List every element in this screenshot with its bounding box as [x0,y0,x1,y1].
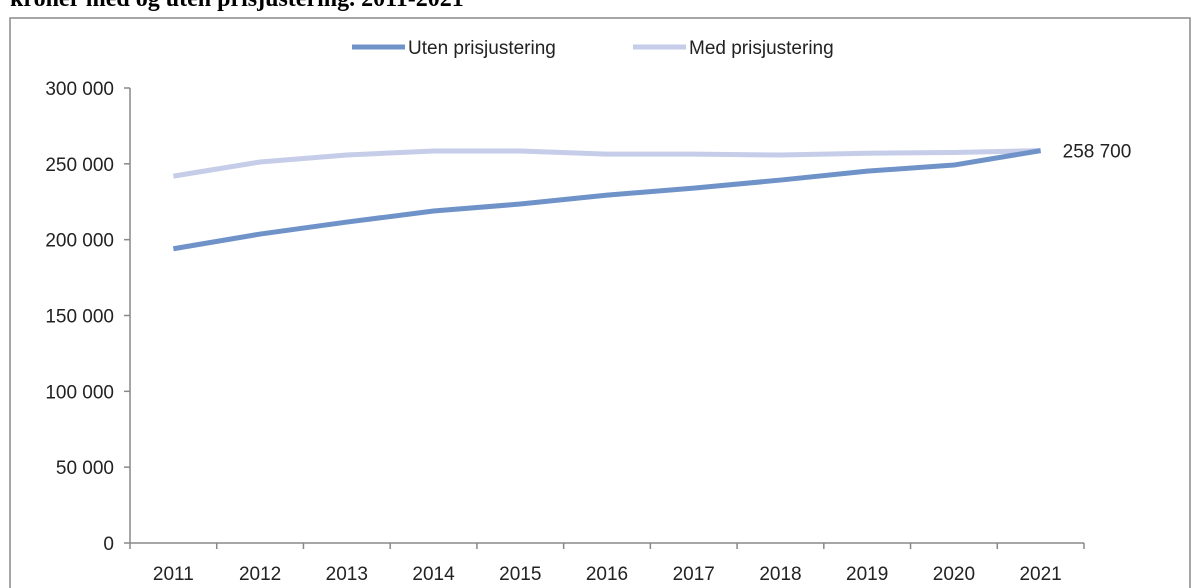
y-tick-label: 300 000 [45,79,114,100]
x-tick-label: 2013 [326,564,368,585]
x-tick-label: 2014 [412,564,455,585]
x-tick-label: 2016 [586,564,628,585]
x-tick-label: 2021 [1019,564,1061,585]
y-tick-label: 50 000 [56,458,114,479]
x-tick-label: 2012 [239,564,281,585]
y-tick-label: 100 000 [45,382,114,403]
x-tick-label: 2015 [499,564,541,585]
y-tick-label: 250 000 [45,155,114,176]
x-tick-label: 2017 [673,564,715,585]
legend-label: Med prisjustering [689,38,834,59]
y-tick-label: 150 000 [45,307,114,328]
y-tick-label: 200 000 [45,231,114,252]
x-tick-label: 2018 [759,564,801,585]
x-tick-label: 2011 [153,564,194,585]
y-tick-label: 0 [103,534,114,555]
series-line [172,148,1042,252]
chart-title: kroner med og uten prisjustering. 2011-2… [10,0,464,12]
x-tick-label: 2019 [846,564,888,585]
chart-frame [9,17,1191,588]
data-label: 258 700 [1063,142,1132,163]
x-tick-label: 2020 [933,564,975,585]
series-line [172,148,1041,179]
legend-label: Uten prisjustering [408,38,556,59]
